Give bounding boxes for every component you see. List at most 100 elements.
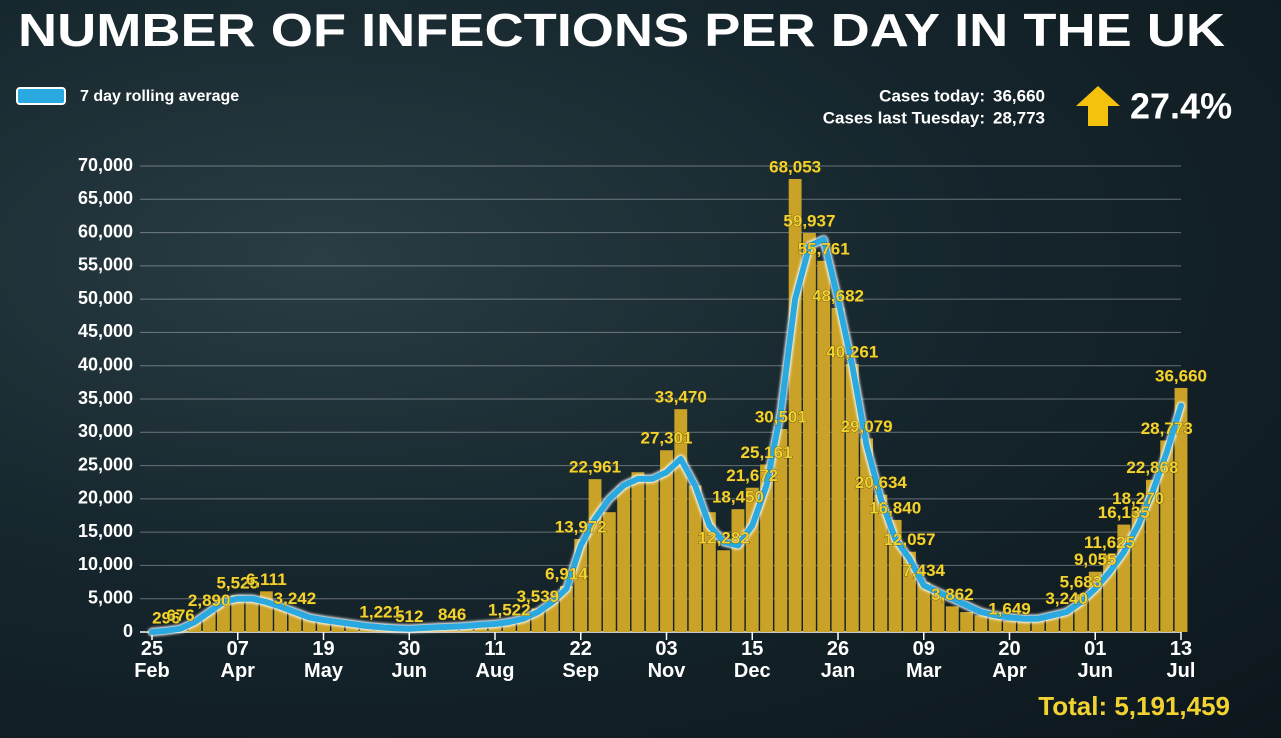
value-label: 6,914	[545, 564, 588, 583]
bar	[188, 622, 202, 632]
value-label: 68,053	[769, 157, 821, 176]
change-percent: 27.4%	[1130, 86, 1232, 127]
bar	[931, 592, 945, 632]
bar	[588, 479, 602, 632]
bar	[502, 621, 516, 632]
value-label: 12,057	[883, 530, 935, 549]
value-label: 5,683	[1060, 573, 1103, 592]
y-tick-label: 65,000	[78, 188, 133, 208]
bar	[717, 550, 731, 632]
x-tick-label: 03 Nov	[647, 638, 686, 682]
bar	[631, 472, 645, 632]
bars	[145, 178, 1188, 632]
stat-label: Cases today:	[879, 86, 985, 105]
value-label: 18,450	[712, 488, 764, 507]
value-label: 296	[152, 609, 180, 628]
bar	[845, 363, 859, 632]
bar	[645, 478, 659, 632]
value-label: 12,282	[698, 529, 750, 548]
y-tick-label: 50,000	[78, 288, 133, 308]
bar	[774, 428, 788, 632]
bar	[474, 624, 488, 632]
value-label: 21,672	[726, 466, 778, 485]
value-label: 1,649	[988, 600, 1031, 619]
value-label: 846	[438, 605, 466, 624]
value-label: 55,761	[798, 239, 850, 258]
bar	[802, 232, 816, 632]
bar	[917, 582, 931, 632]
bar	[602, 512, 616, 632]
value-label: 36,660	[1155, 366, 1207, 385]
value-label: 27,301	[641, 429, 693, 448]
x-tick-label: 11 Aug	[475, 638, 515, 682]
value-label: 40,261	[826, 342, 878, 361]
bar	[1017, 618, 1031, 632]
x-tick-label: 01 Jun	[1077, 638, 1114, 682]
bar	[831, 307, 845, 632]
y-tick-label: 60,000	[78, 221, 133, 241]
bar	[860, 438, 874, 632]
bar	[945, 606, 959, 632]
value-label: 59,937	[783, 211, 835, 230]
legend-swatch	[16, 87, 66, 105]
x-tick-label: 20 Apr	[992, 638, 1027, 682]
bar	[545, 602, 559, 632]
bar	[731, 509, 745, 632]
value-label: 3,539	[517, 587, 560, 606]
bar	[660, 450, 673, 632]
bar	[617, 485, 631, 632]
bar	[1160, 440, 1174, 632]
x-tick-label: 26 Jan	[820, 638, 856, 682]
value-label: 512	[395, 607, 423, 626]
bar	[217, 602, 230, 632]
stat-value: 28,773	[993, 108, 1045, 127]
value-label: 1,522	[488, 600, 531, 619]
value-label: 6,111	[246, 570, 287, 589]
value-label: 28,773	[1141, 419, 1193, 438]
y-tick-label: 10,000	[78, 554, 133, 574]
value-label: 9,055	[1074, 550, 1117, 569]
chart-title: NUMBER OF INFECTIONS PER DAY IN THE UK	[18, 4, 1225, 56]
bar	[874, 494, 888, 632]
value-label: 22,868	[1126, 458, 1178, 477]
value-label: 22,961	[569, 458, 621, 477]
y-tick-label: 5,000	[88, 587, 133, 607]
value-label: 18,270	[1112, 489, 1164, 508]
value-label: 13,972	[555, 517, 607, 536]
value-label: 48,682	[812, 286, 864, 305]
value-label: 676	[166, 606, 194, 625]
x-tick-label: 15 Dec	[733, 638, 771, 682]
y-tick-label: 35,000	[78, 388, 133, 408]
value-label: 16,840	[869, 498, 921, 517]
bar	[560, 585, 573, 632]
bar	[1145, 479, 1159, 632]
y-tick-label: 45,000	[78, 321, 133, 341]
bar	[459, 626, 473, 632]
value-label: 30,501	[755, 407, 807, 426]
x-tick-label: 22 Sep	[562, 638, 600, 682]
bar	[903, 551, 916, 632]
y-tick-label: 55,000	[78, 255, 133, 275]
bar	[688, 485, 702, 632]
bar	[702, 512, 716, 632]
total: Total: 5,191,459	[1038, 691, 1230, 721]
value-label: 3,862	[931, 585, 974, 604]
value-label: 33,470	[655, 388, 707, 407]
legend-label: 7 day rolling average	[80, 88, 239, 105]
y-tick-label: 20,000	[78, 488, 133, 508]
value-label: 3,242	[274, 589, 317, 608]
up-arrow	[1076, 86, 1120, 126]
value-label: 16,135	[1098, 503, 1150, 522]
x-tick-label: 25 Feb	[134, 638, 170, 682]
bar	[488, 624, 502, 632]
bar	[245, 598, 259, 632]
y-tick-label: 15,000	[78, 521, 133, 541]
bar	[1003, 621, 1016, 632]
x-tick-label: 30 Jun	[391, 638, 428, 682]
y-tick-label: 30,000	[78, 421, 133, 441]
bar	[231, 595, 245, 632]
y-tick-label: 0	[123, 621, 133, 641]
